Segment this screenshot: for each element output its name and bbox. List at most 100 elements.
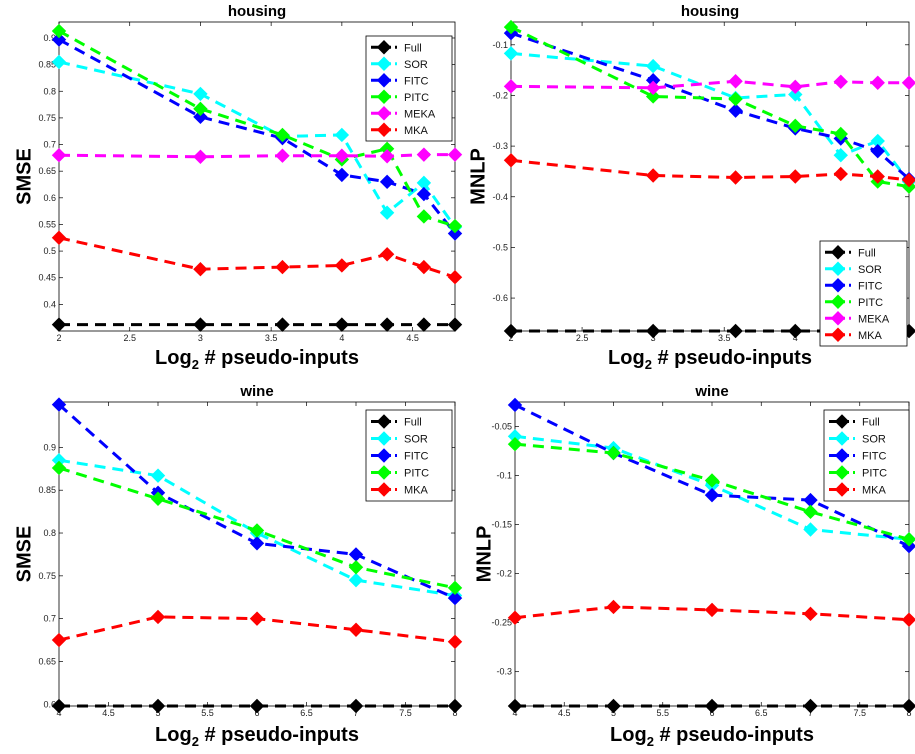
x-axis-label: Log2 # pseudo-inputs <box>608 347 812 372</box>
legend: Full SOR FITC PITC MKA <box>365 409 453 502</box>
legend-label: Full <box>404 42 422 54</box>
point-full-1 <box>645 323 661 339</box>
point-full-5 <box>416 317 432 332</box>
point-pitc-2 <box>275 127 290 143</box>
point-mka-4 <box>379 247 395 262</box>
point-full-0 <box>507 698 523 714</box>
series-sor <box>503 46 915 189</box>
point-fitc-5 <box>416 186 432 202</box>
y-tick-label: 0.75 <box>38 571 56 581</box>
point-meka-6 <box>901 75 915 90</box>
point-meka-2 <box>728 74 743 89</box>
point-full-1 <box>193 317 208 332</box>
point-mka-2 <box>275 259 290 275</box>
point-sor-0 <box>51 54 67 70</box>
point-full-4 <box>447 698 463 714</box>
legend-label: FITC <box>858 280 882 292</box>
point-full-0 <box>51 317 67 332</box>
point-pitc-5 <box>416 209 432 224</box>
point-full-2 <box>704 698 720 714</box>
point-pitc-0 <box>51 460 67 476</box>
point-mka-1 <box>606 599 621 615</box>
point-pitc-0 <box>503 19 519 35</box>
y-tick-label: 0.65 <box>38 656 56 666</box>
point-legend-2 <box>376 73 392 88</box>
point-fitc-4 <box>447 590 463 606</box>
y-tick-label: -0.6 <box>492 293 508 303</box>
point-mka-3 <box>348 622 364 637</box>
legend: Full SOR FITC PITC MEKA MKA <box>819 240 908 347</box>
y-tick-label: -0.5 <box>492 242 508 252</box>
point-pitc-4 <box>833 126 848 142</box>
point-full-0 <box>503 323 519 339</box>
point-meka-5 <box>416 147 432 162</box>
legend-label: MKA <box>404 485 429 497</box>
legend-label: PITC <box>858 297 883 309</box>
x-axis-label-subscript: 2 <box>647 734 654 749</box>
point-meka-0 <box>503 79 519 94</box>
series-pitc <box>51 460 463 596</box>
legend-label: FITC <box>404 75 428 87</box>
point-pitc-2 <box>728 91 743 107</box>
legend-label: SOR <box>404 434 428 446</box>
y-tick-label: 0.85 <box>38 60 56 70</box>
y-tick-label: -0.2 <box>496 569 512 579</box>
point-mka-0 <box>507 610 523 625</box>
legend-label: MKA <box>404 125 429 137</box>
series-line-sor <box>510 51 911 183</box>
point-meka-0 <box>51 147 67 163</box>
point-full-3 <box>788 323 803 339</box>
point-legend-2 <box>830 278 846 293</box>
series-full <box>507 698 915 714</box>
point-pitc-1 <box>150 491 166 506</box>
point-sor-3 <box>334 127 350 143</box>
point-fitc-2 <box>249 536 265 551</box>
point-fitc-0 <box>51 397 67 412</box>
y-tick-label: 0.7 <box>43 614 56 624</box>
point-legend-3 <box>830 294 846 309</box>
point-legend-2 <box>834 448 850 463</box>
y-tick-label: 0.5 <box>43 246 56 256</box>
legend-label: Full <box>404 417 422 429</box>
point-sor-1 <box>645 58 661 74</box>
point-pitc-4 <box>901 532 915 547</box>
point-legend-0 <box>376 40 392 55</box>
point-mka-4 <box>901 612 915 627</box>
y-tick-label: 0.7 <box>43 140 56 150</box>
point-fitc-3 <box>334 167 350 183</box>
legend-label: FITC <box>862 451 886 463</box>
point-mka-4 <box>447 634 463 649</box>
x-axis-label-subscript: 2 <box>192 357 199 372</box>
x-axis-label-rest: # pseudo-inputs <box>199 347 359 369</box>
x-tick-label: 5.5 <box>656 708 669 718</box>
point-legend-4 <box>834 482 850 497</box>
point-sor-3 <box>788 87 803 102</box>
point-legend-0 <box>376 414 392 429</box>
point-legend-1 <box>376 56 392 71</box>
series-mka <box>51 609 463 649</box>
point-meka-1 <box>645 80 661 96</box>
point-mka-1 <box>150 609 166 625</box>
point-legend-3 <box>834 465 850 480</box>
legend-label: MKA <box>858 330 883 342</box>
point-mka-5 <box>870 169 885 184</box>
point-pitc-3 <box>788 118 803 134</box>
point-pitc-0 <box>51 23 67 39</box>
x-axis-label-rest: # pseudo-inputs <box>654 724 814 746</box>
chart-title: wine <box>239 383 273 400</box>
y-axis-label: SMSE <box>13 526 35 583</box>
series-fitc <box>51 397 463 606</box>
point-sor-4 <box>379 205 395 220</box>
point-mka-2 <box>728 170 743 185</box>
series-line-mka <box>510 158 910 182</box>
legend-label: Full <box>862 417 880 429</box>
point-legend-3 <box>376 89 392 104</box>
point-meka-3 <box>334 148 350 163</box>
x-tick-label: 3.5 <box>265 333 278 343</box>
y-tick-label: 0.8 <box>43 86 56 96</box>
point-meka-3 <box>788 79 803 95</box>
series-fitc <box>51 32 463 241</box>
